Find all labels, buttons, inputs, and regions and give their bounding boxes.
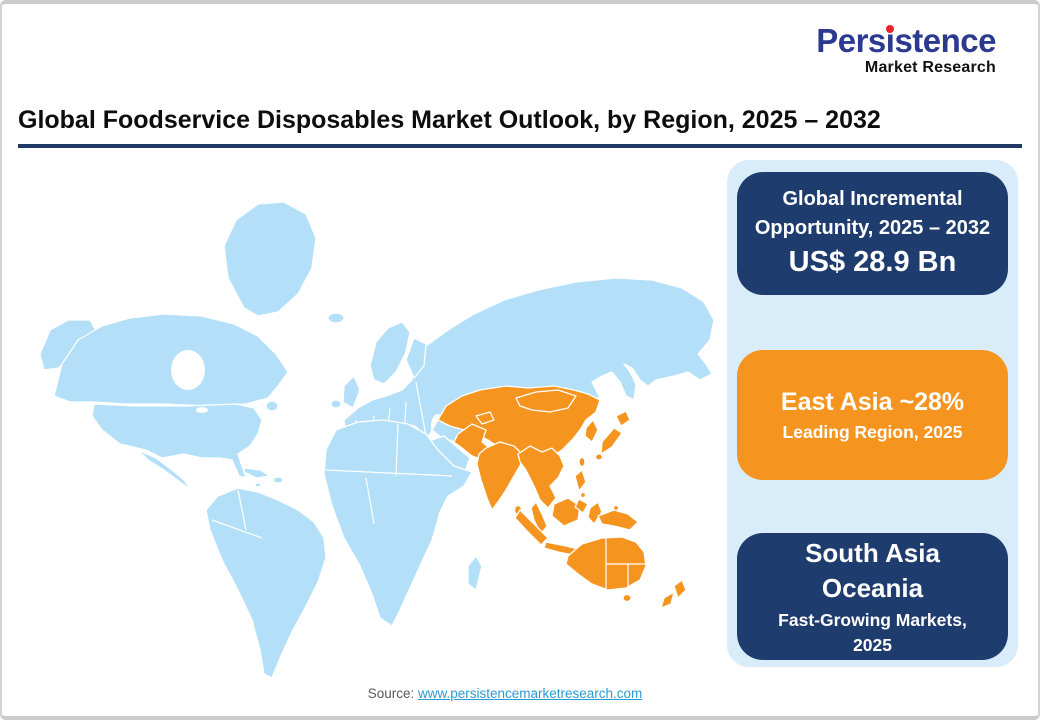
leading-region-title: East Asia ~28% (780, 387, 965, 416)
fast-growing-sub-2: 2025 (853, 634, 892, 655)
region-philippines-luzon (574, 469, 587, 492)
region-philippines-visayas (579, 491, 587, 499)
region-mongolia (515, 389, 577, 413)
region-sumatra (514, 509, 549, 546)
region-taiwan (578, 456, 586, 468)
region-indochina (517, 445, 565, 509)
region-borneo (551, 497, 581, 527)
logo-wordmark-pre: Pers (816, 22, 886, 59)
region-newfoundland (265, 400, 279, 412)
logo-tagline: Market Research (864, 59, 996, 76)
region-japan-hokkaido (615, 410, 631, 427)
persistence-logo: Persi stence Market Research (816, 24, 996, 76)
world-map-container (6, 158, 722, 692)
fast-growing-line-1: South Asia (805, 537, 940, 568)
region-central-asia-strip (475, 411, 495, 425)
region-philippines-mindanao (574, 498, 589, 514)
sidebar-panel: Global Incremental Opportunity, 2025 – 2… (727, 160, 1018, 667)
opportunity-line-2: Opportunity, 2025 – 2032 (754, 217, 991, 240)
borders-africa (325, 423, 453, 525)
region-oceania-highlight (565, 509, 687, 609)
region-scandinavia (369, 321, 411, 385)
logo-wordmark-rest: stence (894, 22, 996, 59)
source-link[interactable]: www.persistencemarketresearch.com (417, 686, 643, 701)
region-hispaniola (272, 476, 284, 484)
title-underline (18, 144, 1022, 148)
region-usa (91, 403, 263, 479)
region-new-guinea (597, 509, 639, 531)
world-map (39, 201, 715, 679)
border-south-america (211, 489, 263, 539)
region-ireland (330, 399, 342, 409)
region-jamaica (254, 482, 262, 488)
region-uk (342, 375, 361, 409)
page-title: Global Foodservice Disposables Market Ou… (18, 106, 881, 134)
region-japan-honshu (600, 427, 623, 455)
region-tasmania (622, 593, 632, 603)
leading-region-card: East Asia ~28% Leading Region, 2025 (737, 350, 1008, 480)
great-lakes (196, 407, 208, 413)
region-new-zealand-north (673, 579, 687, 599)
region-iceland (327, 312, 345, 324)
region-africa (323, 419, 483, 627)
region-east-asia-highlight (437, 385, 631, 468)
region-southeast-asia-highlight (514, 445, 620, 557)
region-greenland (223, 201, 317, 317)
borders-australia-states (605, 538, 646, 589)
region-canada (53, 313, 289, 407)
fast-growing-sub-1: Fast-Growing Markets, (778, 610, 967, 631)
opportunity-value: US$ 28.9 Bn (788, 246, 957, 279)
region-finland (405, 337, 427, 379)
global-opportunity-card: Global Incremental Opportunity, 2025 – 2… (737, 172, 1008, 295)
region-madagascar (467, 555, 483, 591)
region-sulawesi (587, 501, 603, 525)
leading-region-subtitle: Leading Region, 2025 (782, 422, 963, 442)
hudson-bay (171, 350, 205, 390)
region-cuba (243, 467, 271, 479)
fast-growing-card: South Asia Oceania Fast-Growing Markets,… (737, 533, 1008, 660)
region-new-zealand-south (660, 591, 675, 609)
region-korea (584, 419, 599, 443)
fast-growing-line-2: Oceania (821, 573, 924, 603)
region-north-america (39, 201, 345, 523)
logo-wordmark: Persi stence (816, 24, 996, 57)
region-japan-kyushu (594, 453, 604, 461)
region-south-america-main (205, 487, 327, 679)
region-india (476, 441, 523, 511)
opportunity-line-1: Global Incremental (782, 188, 963, 211)
source-label: Source: (367, 686, 418, 701)
source-line: Source: www.persistencemarketresearch.co… (0, 686, 1010, 701)
logo-red-dot-icon (886, 25, 895, 33)
logo-wordmark-i: i (885, 22, 895, 59)
region-south-america (205, 487, 327, 679)
